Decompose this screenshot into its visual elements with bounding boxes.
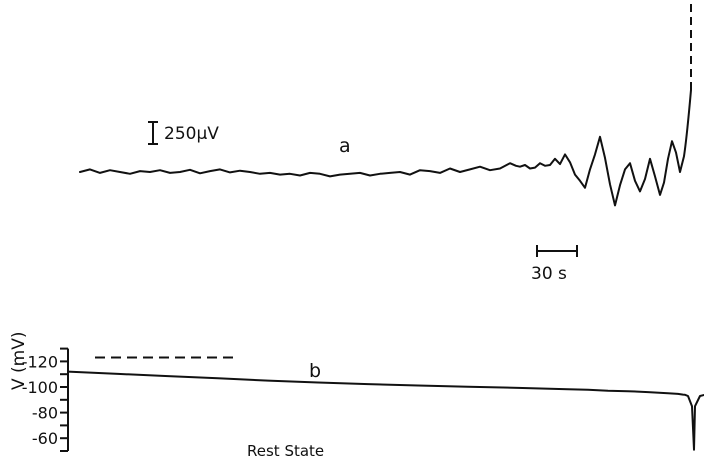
amplitude-scale-label: 250µV [164,124,219,144]
y-tick-label: -120 [22,352,58,371]
y-tick-label: -100 [22,378,58,397]
panel-b-y-axis-label: V (mV) [9,332,29,391]
time-scale-label: 30 s [531,264,567,284]
panel-a-label: a [339,135,351,157]
panel-a-trace [79,89,692,207]
y-tick-label: -60 [32,429,58,448]
time-scale-bar [536,245,578,257]
panel-b-label: b [309,360,321,382]
panel-b-trace [67,370,704,451]
panel-b-y-ticks: -60 -80 -100 -120 [22,347,68,452]
y-tick-label: -80 [32,404,58,423]
amplitude-scale-bar [148,121,158,145]
rest-state-label: Rest State [247,442,324,460]
